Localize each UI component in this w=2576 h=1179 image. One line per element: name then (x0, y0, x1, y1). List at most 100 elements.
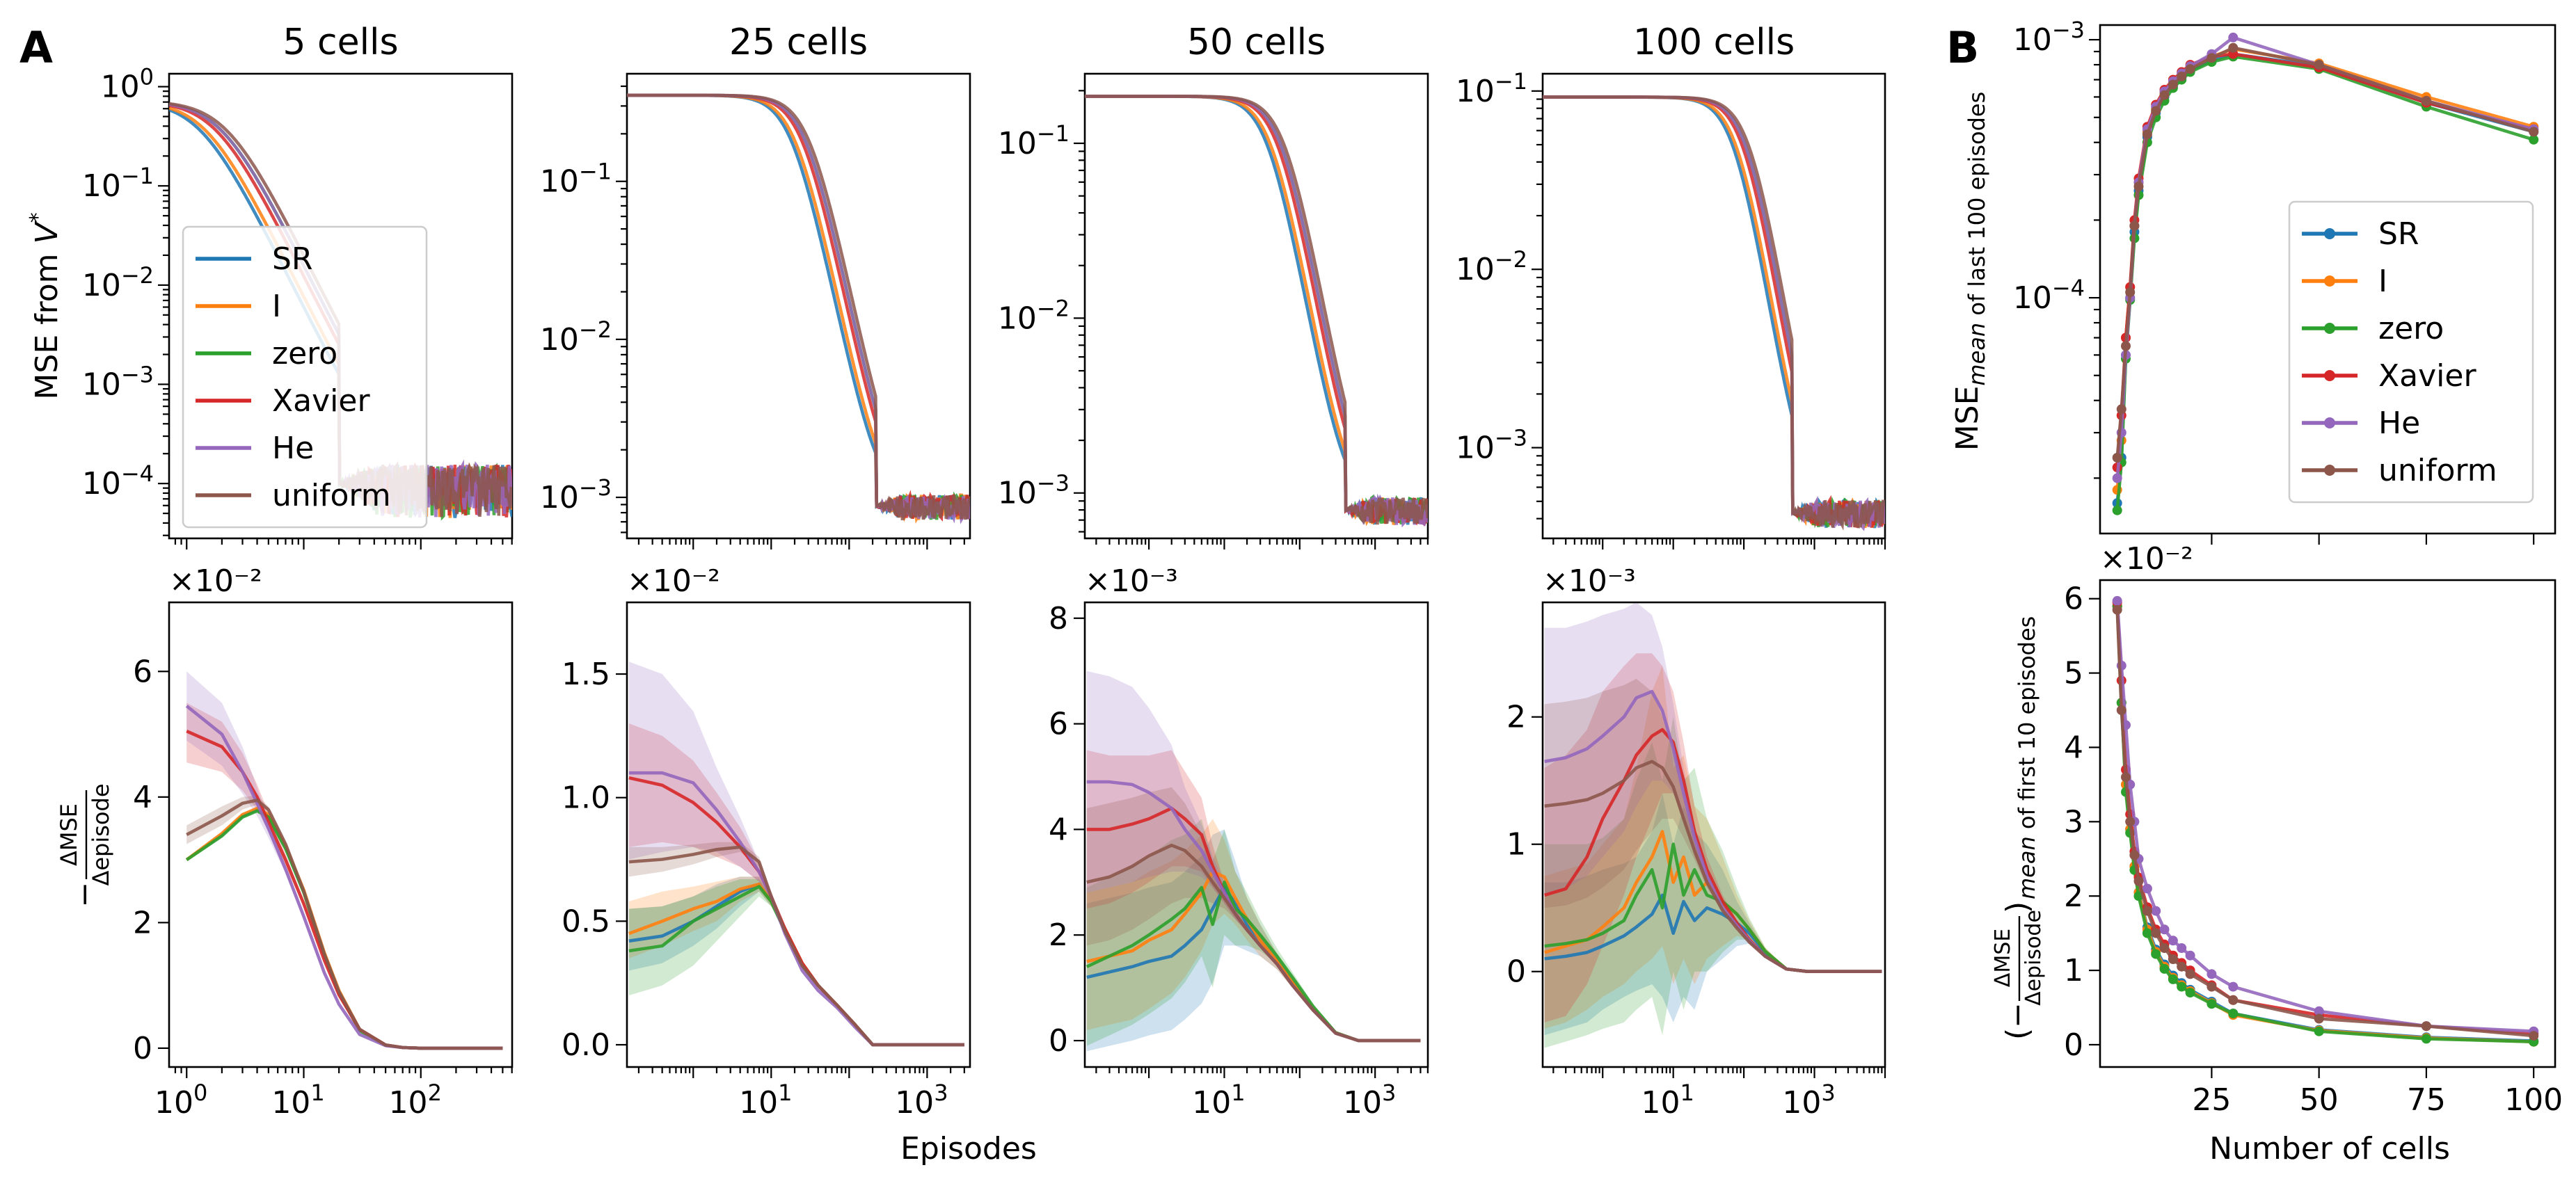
y-scale-label: ×10⁻² (627, 563, 720, 599)
subplot-title: 50 cells (1187, 22, 1326, 63)
series-line-uniform (1543, 95, 1885, 531)
data-point-zero (2177, 981, 2187, 992)
legend-label-i: I (2378, 264, 2387, 299)
data-point-uniform (2142, 906, 2152, 916)
data-point-uniform (2121, 772, 2131, 783)
data-point-uniform (2207, 53, 2217, 63)
series-line-he (1085, 95, 1428, 528)
legend-marker-he (2324, 417, 2335, 428)
series-band-sr (1544, 793, 1882, 1036)
legend-label-xavier: Xavier (272, 383, 370, 419)
y-tick-label: 0.5 (562, 904, 610, 939)
fraction-numerator: ΔMSE (56, 803, 82, 866)
y-tick-label: 10−2 (540, 316, 612, 358)
series-line-xavier (1085, 95, 1428, 527)
series-band-uniform (186, 796, 503, 1048)
data-point-uniform (2133, 182, 2144, 192)
y-tick-label: 6 (2064, 582, 2083, 617)
y-tick-label: 3 (2064, 804, 2083, 840)
data-point-uniform (2151, 928, 2161, 938)
axes-bottom-25: 0.0 0.5 1.0 1.5 ×10⁻² 101 103 (562, 563, 971, 1121)
y-tick-label: 10−3 (540, 474, 612, 515)
legend-label-sr: SR (272, 241, 313, 277)
axes-top-50: 10−1 10−2 10−3 50 cells (998, 22, 1429, 550)
data-point-uniform (2207, 981, 2217, 992)
legend-label-i: I (272, 289, 281, 324)
plot-area (1086, 671, 1421, 1052)
series-line-uniform (1085, 95, 1428, 525)
x-tick-label: 103 (1343, 1080, 1396, 1121)
data-point-he (2314, 1006, 2324, 1016)
y-tick-label: 4 (133, 780, 152, 815)
series-line-i (1085, 95, 1428, 527)
axes-frame (1541, 601, 1886, 1068)
y-tick-label: 1 (2064, 953, 2083, 988)
y-axis-label-top-b: MSEmean of last 100 episodes (1950, 92, 1990, 451)
axes-bottom-100: 0 1 2 ×10⁻³ 101 103 (1506, 563, 1886, 1121)
data-point-zero (2207, 999, 2217, 1009)
series-band-uniform (1086, 787, 1421, 1041)
series-line-sr (627, 93, 970, 520)
axes-frame (626, 601, 971, 1068)
data-point-he (2151, 906, 2161, 916)
legend-marker-zero (2324, 323, 2335, 334)
data-point-uniform (2314, 60, 2324, 70)
series-line-sr (2115, 606, 2534, 1043)
x-tick-label: 101 (1641, 1080, 1694, 1121)
plot-area (1543, 95, 1885, 531)
paren-close: ) (2000, 901, 2035, 913)
y-tick-label: 2 (2064, 879, 2083, 914)
data-point-uniform (2185, 64, 2195, 74)
series-band-i (628, 876, 964, 1045)
y-tick-label: 2 (1049, 917, 1068, 953)
episodes-xlabel: Episodes (900, 1131, 1037, 1166)
x-tick-label: 100 (154, 1080, 207, 1121)
series-line-uniform (2115, 609, 2534, 1038)
series-band-xavier (1086, 750, 1421, 1041)
legend-frame (2288, 200, 2534, 504)
data-point-uniform (2159, 943, 2170, 953)
y-tick-label: 1 (1506, 827, 1526, 863)
axes-frame (1083, 72, 1429, 540)
series-band-he (186, 671, 503, 1048)
subplot-title: 5 cells (283, 22, 398, 63)
y-scale-label: ×10⁻³ (1085, 563, 1178, 599)
data-point-uniform (2142, 129, 2152, 140)
data-point-uniform (2177, 72, 2187, 81)
axes-bottom-50: 0 2 4 6 8 ×10⁻³ 101 103 (1049, 563, 1429, 1121)
series-band-he (1086, 671, 1421, 1041)
plot-area (2112, 32, 2539, 515)
data-point-uniform (2529, 127, 2539, 137)
y-axis-label-bottom-b: (− ΔMSE Δepisode) mean of first 10 episodes (1991, 616, 2046, 1040)
axes-b-bottom: 0 1 2 3 4 5 6 ×10⁻² 25 50 75 100 (2064, 541, 2563, 1118)
series-band-zero (628, 879, 964, 1045)
plot-area (1085, 95, 1428, 528)
y-tick-label: 0.0 (562, 1027, 610, 1063)
legend-label-xavier: Xavier (2378, 358, 2476, 394)
axes-frame (626, 72, 971, 540)
y-tick-label: 10−2 (998, 295, 1070, 336)
data-point-uniform (2151, 106, 2161, 116)
axes-frame (1083, 601, 1429, 1068)
axes-bottom-5: 0 2 4 6 ×10⁻² 100 101 102 (133, 563, 514, 1121)
data-point-uniform (2529, 1031, 2539, 1041)
series-line-i (1543, 95, 1885, 529)
series-line-xavier (1543, 95, 1885, 528)
axes-top-100: 10−1 10−2 10−3 100 cells (1456, 22, 1886, 550)
series-line-sr (1085, 95, 1428, 525)
y-tick-label: 1.5 (562, 657, 610, 692)
axes-frame (2099, 24, 2557, 535)
axes-frame (168, 601, 514, 1068)
data-point-zero (2151, 949, 2161, 959)
y-tick-label: 10−3 (1456, 425, 1527, 466)
x-tick-label: 100 (2504, 1082, 2563, 1118)
legend-marker-uniform (2324, 465, 2335, 476)
data-point-he (2159, 924, 2170, 935)
subplot-title: 25 cells (729, 22, 868, 63)
data-point-uniform (2133, 876, 2144, 886)
series-line-uniform (186, 799, 503, 1050)
